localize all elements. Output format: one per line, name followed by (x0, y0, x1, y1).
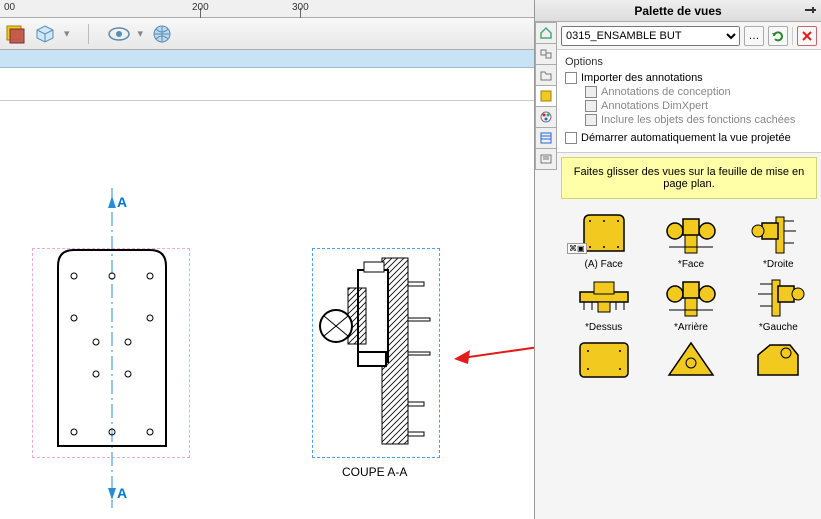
autostart-row[interactable]: Démarrer automatiquement la vue projetée (565, 132, 813, 144)
thumb-dessus[interactable]: *Dessus (563, 272, 644, 333)
thumb-label: *Droite (763, 259, 794, 270)
swatch-icon[interactable] (4, 23, 26, 45)
thumbnail-grid: ⌘▣ (A) Face *Face *Droite (561, 203, 821, 389)
thumb-label: *Face (678, 259, 704, 270)
checkbox (585, 114, 597, 126)
design-annotations-label: Annotations de conception (601, 86, 731, 98)
thumb-label: (A) Face (584, 259, 622, 270)
options-group: Options Importer des annotations Annotat… (557, 50, 821, 153)
thumb-gauche[interactable]: *Gauche (738, 272, 819, 333)
canvas-top-line (0, 100, 534, 101)
hidden-objects-row: Inclure les objets des fonctions cachées (585, 114, 813, 126)
checkbox (585, 86, 597, 98)
dimxpert-row: Annotations DimXpert (585, 100, 813, 112)
properties-tab-icon[interactable] (535, 127, 557, 149)
thumb-label: *Arrière (674, 322, 708, 333)
panel-title-bar: Palette de vues (535, 0, 821, 22)
globe-icon[interactable] (151, 23, 173, 45)
thumb-arriere[interactable]: *Arrière (650, 272, 731, 333)
panel-title: Palette de vues (634, 4, 721, 18)
thumb-label: *Dessus (585, 322, 622, 333)
home-tab-icon[interactable] (535, 22, 557, 44)
thumb-extra-2[interactable] (650, 335, 731, 383)
blue-band (0, 50, 534, 68)
eye-icon[interactable] (108, 23, 130, 45)
ruler-tick: 200 (192, 2, 209, 13)
view-palette-panel: Palette de vues 0315_ENSAMBLE BUT … Opti… (534, 0, 821, 519)
thumb-extra-3[interactable] (738, 335, 819, 383)
pin-icon[interactable] (803, 3, 817, 20)
section-view-drawing (314, 252, 440, 452)
appearance-tab-icon[interactable] (535, 106, 557, 128)
coupe-label: COUPE A-A (342, 465, 407, 479)
options-title: Options (565, 56, 813, 68)
import-annotations-row[interactable]: Importer des annotations (565, 72, 813, 84)
thumb-extra-1[interactable] (563, 335, 644, 383)
refresh-button[interactable] (768, 26, 788, 46)
checkbox[interactable] (565, 72, 577, 84)
design-annotations-row: Annotations de conception (585, 86, 813, 98)
side-tabs (535, 22, 557, 169)
view-palette-tab-icon[interactable] (535, 85, 557, 107)
checkbox (585, 100, 597, 112)
thumb-droite[interactable]: *Droite (738, 209, 819, 270)
section-letter-top: A (117, 194, 127, 210)
horizontal-ruler: 00 200 300 (0, 0, 534, 18)
thumb-label: *Gauche (759, 322, 798, 333)
cube-icon[interactable] (34, 23, 56, 45)
browse-button[interactable]: … (744, 26, 764, 46)
hidden-objects-label: Inclure les objets des fonctions cachées (601, 114, 795, 126)
close-button[interactable] (797, 26, 817, 46)
thumb-a-face[interactable]: ⌘▣ (A) Face (563, 209, 644, 270)
section-letter-bottom: A (117, 485, 127, 501)
folder-tab-icon[interactable] (535, 64, 557, 86)
main-toolbar: ▾ ▾ (0, 18, 534, 50)
decal-tab-icon[interactable] (535, 148, 557, 170)
front-view-drawing (38, 188, 186, 508)
model-selector[interactable]: 0315_ENSAMBLE BUT (561, 26, 740, 46)
ruler-tick: 00 (4, 2, 15, 13)
thumb-face[interactable]: *Face (650, 209, 731, 270)
checkbox[interactable] (565, 132, 577, 144)
divider (792, 27, 793, 45)
hint-box: Faites glisser des vues sur la feuille d… (561, 157, 817, 199)
import-annotations-label: Importer des annotations (581, 72, 703, 84)
dimxpert-label: Annotations DimXpert (601, 100, 708, 112)
panel-top-row: 0315_ENSAMBLE BUT … (557, 22, 821, 50)
ruler-tick: 300 (292, 2, 309, 13)
divider (78, 23, 100, 45)
autostart-label: Démarrer automatiquement la vue projetée (581, 132, 791, 144)
assembly-tab-icon[interactable] (535, 43, 557, 65)
shortcut-badge: ⌘▣ (567, 243, 587, 254)
